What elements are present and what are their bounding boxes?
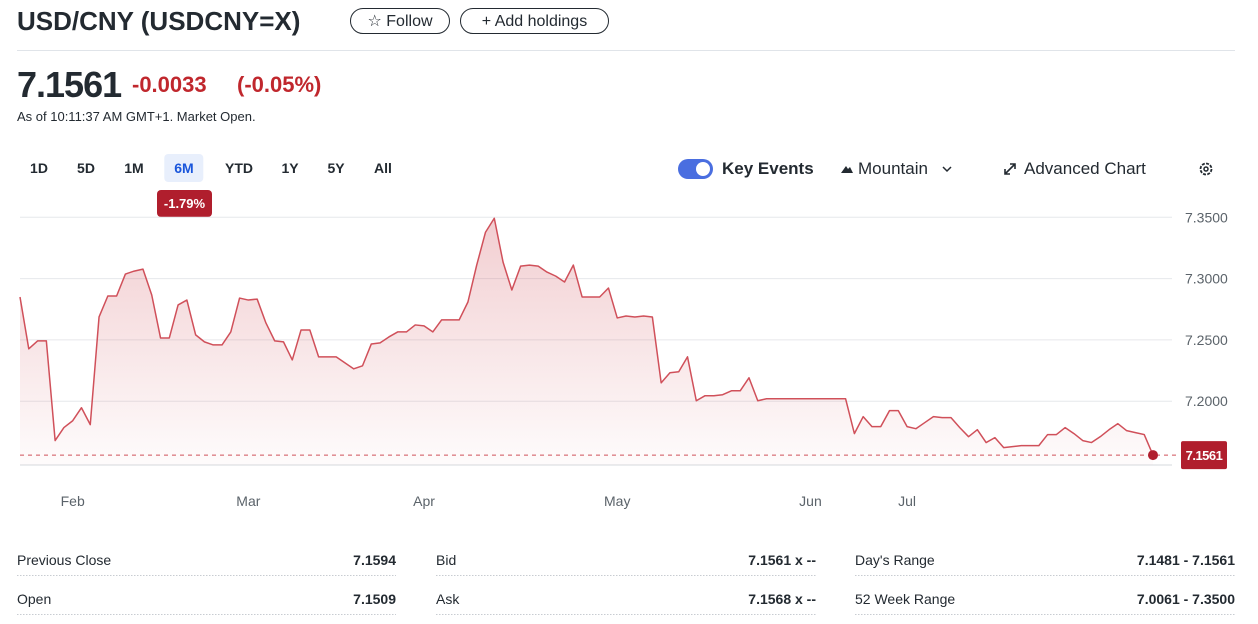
page-title: USD/CNY (USDCNY=X) bbox=[17, 6, 301, 36]
y-tick-label: 7.3500 bbox=[1185, 209, 1228, 225]
y-tick-label: 7.2500 bbox=[1185, 332, 1228, 348]
advanced-chart-label[interactable]: Advanced Chart bbox=[1024, 159, 1146, 178]
chevron-icon bbox=[942, 166, 952, 173]
expand-icon bbox=[1004, 163, 1016, 175]
stat-label: 52 Week Range bbox=[855, 591, 956, 607]
price-change: -0.0033 bbox=[132, 72, 207, 97]
current-price-label: 7.1561 bbox=[1186, 448, 1223, 463]
stat-divider bbox=[17, 575, 396, 576]
star-icon: ☆ bbox=[367, 13, 382, 30]
stat-label: Previous Close bbox=[17, 552, 112, 568]
range-tab[interactable]: YTD bbox=[225, 160, 253, 176]
toggle-knob bbox=[696, 162, 710, 176]
stat-value: 7.1568 x -- bbox=[748, 591, 816, 607]
stat-divider bbox=[855, 575, 1235, 576]
stat-divider bbox=[436, 614, 816, 615]
mountain-icon bbox=[841, 166, 853, 173]
price: 7.1561 bbox=[17, 64, 122, 105]
as-of: As of 10:11:37 AM GMT+1. Market Open. bbox=[17, 109, 256, 124]
x-tick-label: Jun bbox=[799, 493, 822, 509]
stat-value: 7.1594 bbox=[353, 552, 396, 568]
stat-divider bbox=[17, 614, 396, 615]
range-tab[interactable]: All bbox=[374, 160, 392, 176]
add-holdings-label: Add holdings bbox=[494, 13, 588, 30]
range-tab[interactable]: 1M bbox=[124, 160, 144, 176]
y-tick-label: 7.2000 bbox=[1185, 393, 1228, 409]
range-tab[interactable]: 5Y bbox=[327, 160, 345, 176]
add-holdings-button[interactable]: + Add holdings bbox=[460, 8, 609, 34]
current-price-tag bbox=[1181, 441, 1227, 470]
range-change-badge: -1.79% bbox=[157, 190, 212, 217]
stat-value: 7.1509 bbox=[353, 591, 396, 607]
stat-divider bbox=[436, 575, 816, 576]
range-tab[interactable]: 1Y bbox=[281, 160, 299, 176]
x-tick-label: Apr bbox=[413, 493, 435, 509]
chart-style-label[interactable]: Mountain bbox=[858, 159, 928, 178]
stat-label: Ask bbox=[436, 591, 460, 607]
range-tab[interactable]: 5D bbox=[77, 160, 95, 176]
x-tick-label: Jul bbox=[898, 493, 916, 509]
key-events-toggle[interactable] bbox=[678, 159, 713, 179]
follow-label: Follow bbox=[386, 13, 433, 30]
range-tab[interactable]: 1D bbox=[30, 160, 48, 176]
x-tick-label: Feb bbox=[61, 493, 85, 509]
plus-icon: + bbox=[481, 13, 492, 30]
stat-label: Day's Range bbox=[855, 552, 935, 568]
range-tab[interactable]: 6M bbox=[164, 154, 204, 182]
stat-value: 7.0061 - 7.3500 bbox=[1136, 591, 1235, 607]
area-fill bbox=[20, 218, 1153, 465]
chart: 7.2000 7.2500 7.3000 7.3500 Feb Mar Apr May Jun J… bbox=[19, 209, 1228, 509]
stat-divider bbox=[855, 614, 1235, 615]
settings-icon[interactable] bbox=[1197, 160, 1215, 178]
stat-value: 7.1481 - 7.1561 bbox=[1136, 552, 1235, 568]
x-tick-label: May bbox=[604, 493, 630, 509]
x-tick-label: Mar bbox=[236, 493, 260, 509]
stat-label: Bid bbox=[436, 552, 457, 568]
divider bbox=[17, 50, 1235, 51]
price-change-pct: (-0.05%) bbox=[237, 72, 322, 97]
y-tick-label: 7.3000 bbox=[1185, 271, 1228, 287]
follow-button[interactable]: ☆ Follow bbox=[350, 8, 450, 34]
stat-value: 7.1561 x -- bbox=[748, 552, 816, 568]
key-events-label[interactable]: Key Events bbox=[722, 159, 814, 178]
current-price-dot bbox=[1148, 450, 1158, 461]
stat-label: Open bbox=[17, 591, 52, 607]
price-line bbox=[19, 217, 1154, 456]
